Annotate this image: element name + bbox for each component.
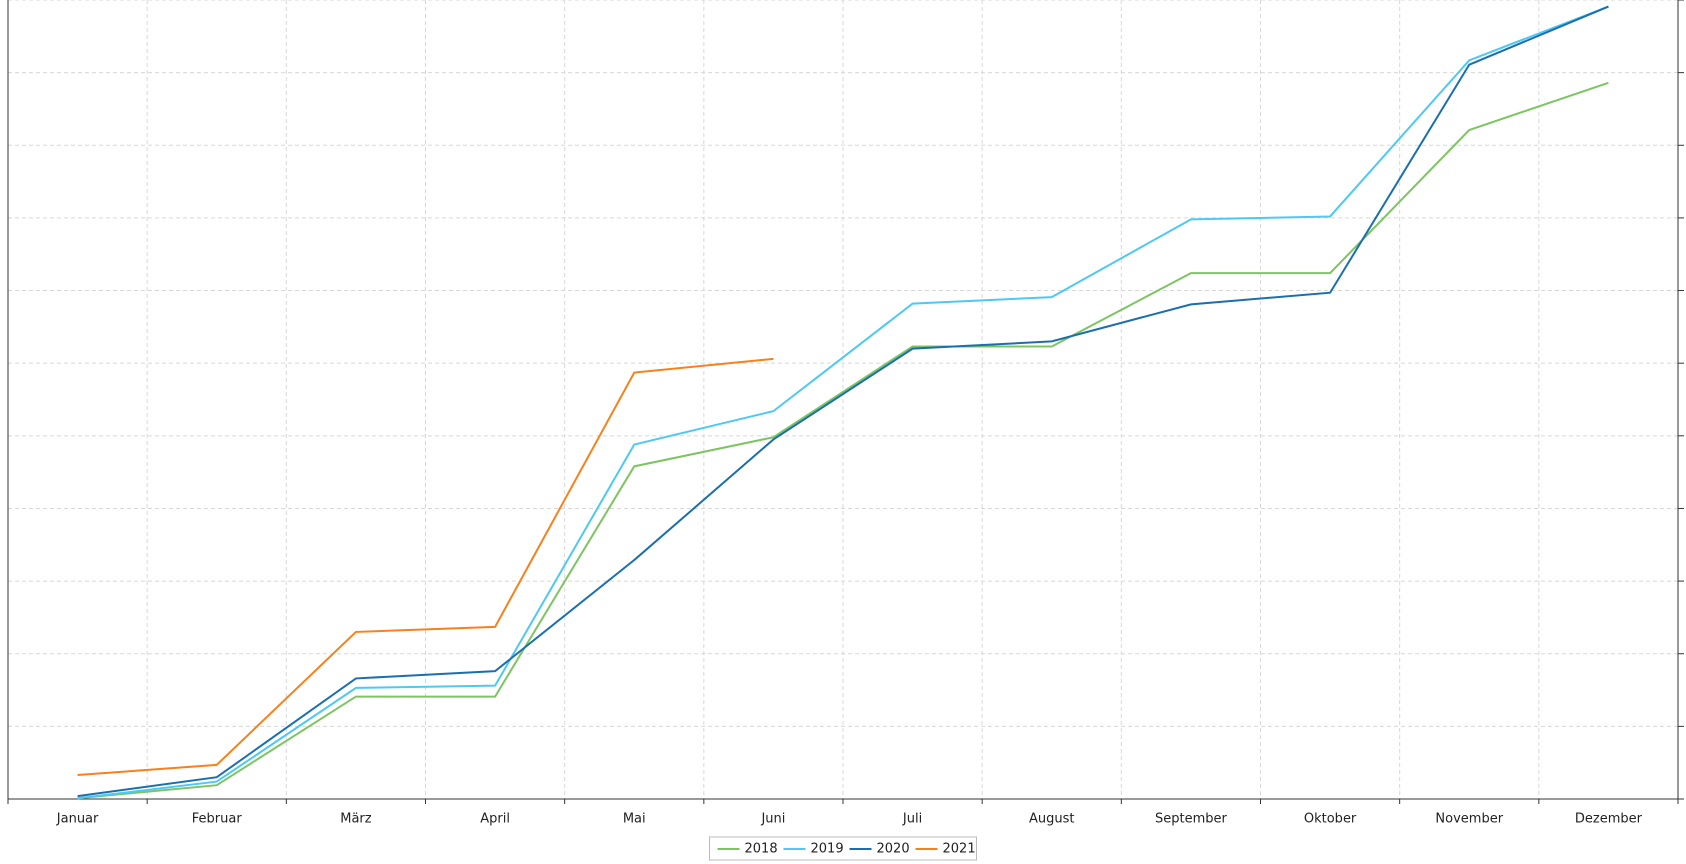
series-line [77, 5, 1609, 798]
series-line [77, 5, 1609, 800]
x-tick-label: August [1029, 812, 1075, 827]
legend-label: 2018 [745, 842, 778, 857]
legend: 2018 2019 2020 2021 [709, 836, 977, 861]
x-tick-label: April [480, 812, 510, 827]
x-tick-label: Oktober [1304, 812, 1357, 827]
legend-box [709, 836, 977, 861]
series-line [77, 81, 1609, 800]
legend-label: 2020 [877, 842, 910, 857]
x-tick-label: Juli [902, 812, 922, 827]
x-tick-label: September [1155, 812, 1228, 827]
x-tick-label: November [1435, 812, 1503, 827]
x-tick-label: Mai [623, 812, 646, 827]
x-tick-label: Februar [192, 812, 243, 827]
x-tick-label: Januar [56, 812, 99, 827]
x-tick-label: Dezember [1575, 812, 1643, 827]
x-tick-label: März [340, 812, 372, 827]
legend-label: 2021 [943, 842, 976, 857]
x-tick-label: Juni [760, 812, 785, 827]
legend-label: 2019 [811, 842, 844, 857]
series-line [77, 357, 774, 777]
